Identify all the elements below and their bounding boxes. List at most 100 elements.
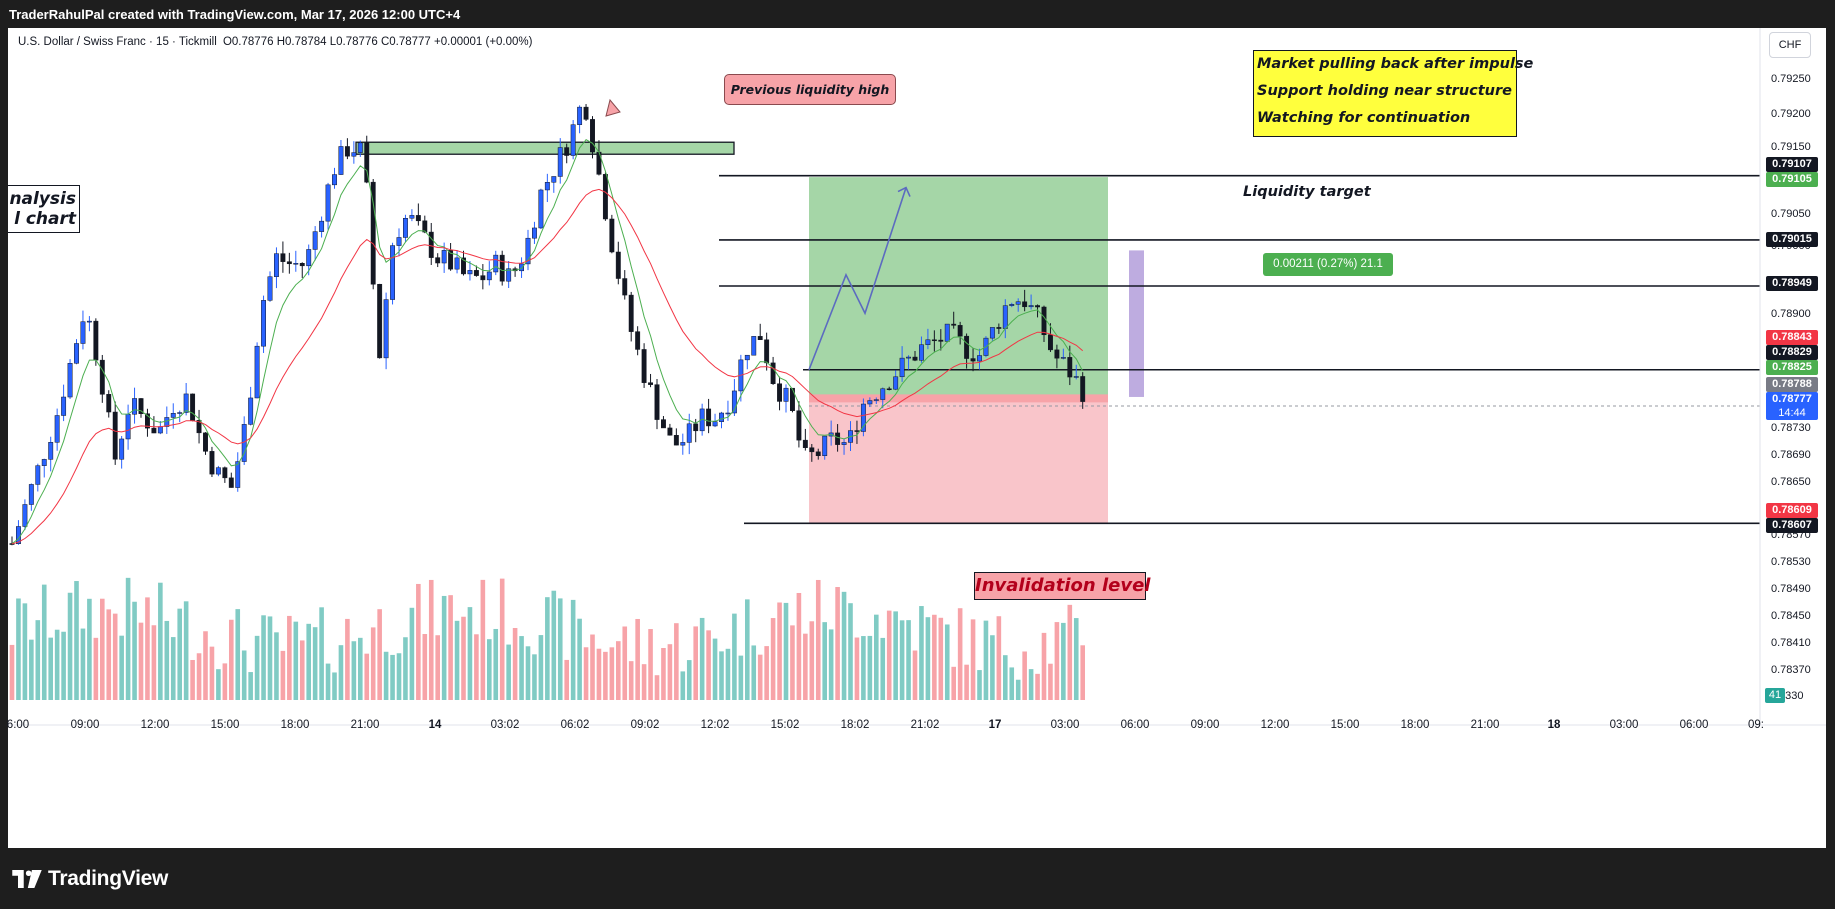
up-candle <box>157 426 163 434</box>
up-candle <box>396 237 402 246</box>
volume-bar-up <box>880 637 886 700</box>
volume-bar-down <box>706 630 711 700</box>
down-candle <box>280 253 286 262</box>
volume-bar-down <box>603 651 608 700</box>
volume-bar-up <box>332 672 337 700</box>
volume-bar-up <box>906 620 911 700</box>
down-candle <box>667 427 673 436</box>
up-candle <box>61 396 67 416</box>
symbol-interval[interactable]: 15 <box>156 36 169 48</box>
analysis-label-box[interactable]: nalysis l chart <box>8 185 80 233</box>
chart-frame[interactable]: U.S. Dollar / Swiss Franc · 15 · Tickmil… <box>7 28 1826 848</box>
down-candle <box>648 382 653 385</box>
up-candle <box>390 245 396 300</box>
current-price-value: 0.78777 <box>1772 393 1812 405</box>
volume-bar-up <box>861 636 866 700</box>
currency-button[interactable]: CHF <box>1769 32 1811 58</box>
volume-bar-down <box>151 625 157 700</box>
time-tick: 03:00 <box>1609 719 1639 731</box>
levels-layer <box>719 174 1760 525</box>
up-candle <box>557 147 563 177</box>
volume-bar-up <box>551 590 557 700</box>
volume-bar-down <box>1080 645 1085 700</box>
volume-bar-down <box>1048 663 1053 700</box>
volume-bar-up <box>712 638 718 700</box>
volume-bar-down <box>280 650 286 700</box>
down-candle <box>473 270 479 276</box>
note-box[interactable]: Market pulling back after impulse Suppor… <box>1253 50 1533 137</box>
up-candle <box>164 417 170 427</box>
time-tick: 14 <box>428 719 442 731</box>
time-tick: 18 <box>1547 719 1561 731</box>
chart-canvas[interactable] <box>8 28 1826 848</box>
up-candle <box>525 237 531 265</box>
up-candle <box>506 268 512 282</box>
up-candle <box>570 124 576 156</box>
volume-bar-up <box>783 602 789 700</box>
volume-bar-down <box>448 595 453 700</box>
down-candle <box>428 231 434 258</box>
price-tick: 8330 <box>1779 690 1804 702</box>
measure-badge[interactable]: 0.00211 (0.27%) 21.1 <box>1263 253 1393 276</box>
volume-bar-up <box>441 595 447 700</box>
callout-pointer <box>605 98 621 117</box>
up-candle <box>873 399 879 401</box>
attribution-text: TraderRahulPal created with TradingView.… <box>9 7 461 22</box>
price-tick: 0.78410 <box>1771 637 1811 649</box>
volume-bar-down <box>770 618 776 700</box>
up-candle <box>467 270 473 275</box>
time-tick: 15:02 <box>770 719 800 731</box>
down-candle <box>931 339 937 342</box>
drawings-layer <box>605 98 911 371</box>
up-candle <box>867 400 873 405</box>
up-candle <box>544 182 550 191</box>
volume-bar-down <box>777 602 782 700</box>
up-candle <box>274 253 279 277</box>
volume-bar-down <box>190 659 195 700</box>
volume-bar-down <box>803 633 808 700</box>
up-candle <box>751 336 757 356</box>
tradingview-logo[interactable]: TradingView <box>12 866 168 892</box>
invalidation-level-label[interactable]: Invalidation level <box>974 572 1150 600</box>
symbol-name[interactable]: U.S. Dollar / Swiss Franc <box>18 36 146 48</box>
price-tick: 0.79150 <box>1771 141 1811 153</box>
volume-bar-down <box>145 597 150 700</box>
up-candle <box>267 276 273 301</box>
down-candle <box>854 430 860 432</box>
price-tick: 0.78530 <box>1771 556 1811 568</box>
liquidity-target-label[interactable]: Liquidity target <box>1243 184 1371 200</box>
volume-bar-up <box>1003 655 1008 700</box>
price-tick: 0.78490 <box>1771 583 1811 595</box>
volume-bar-up <box>525 646 531 700</box>
volume-bar-up <box>248 672 253 700</box>
range-bar <box>1129 250 1144 397</box>
volume-bar-up <box>493 628 499 700</box>
down-candle <box>448 250 454 270</box>
up-candle <box>80 321 86 344</box>
down-candle <box>286 261 292 265</box>
time-tick: 06:00 <box>1679 719 1709 731</box>
zones-layer <box>355 141 1144 524</box>
price-label: 0.78843 <box>1766 330 1818 345</box>
volume-bar-down <box>287 615 292 700</box>
symbol-legend[interactable]: U.S. Dollar / Swiss Franc · 15 · Tickmil… <box>18 36 533 48</box>
down-candle <box>654 384 660 420</box>
up-candle <box>306 249 312 267</box>
volume-bar-up <box>390 654 395 700</box>
down-candle <box>912 356 918 361</box>
volume-bar-down <box>590 634 595 700</box>
down-candle <box>602 174 608 220</box>
volume-bar-down <box>996 616 1002 700</box>
note-line: Support holding near structure <box>1257 83 1512 99</box>
volume-bar-up <box>216 669 221 700</box>
price-label: 0.79107 <box>1766 157 1818 172</box>
volume-bar-down <box>970 619 976 700</box>
volume-bar-up <box>1015 679 1021 700</box>
down-candle <box>583 106 589 120</box>
volume-bar-up <box>828 629 834 700</box>
previous-liquidity-callout[interactable]: Previous liquidity high <box>724 74 896 105</box>
ema-layer <box>11 139 1084 545</box>
volume-bar-down <box>667 644 673 700</box>
volume-bar-down <box>1035 673 1040 700</box>
volume-bar-up <box>925 617 931 700</box>
